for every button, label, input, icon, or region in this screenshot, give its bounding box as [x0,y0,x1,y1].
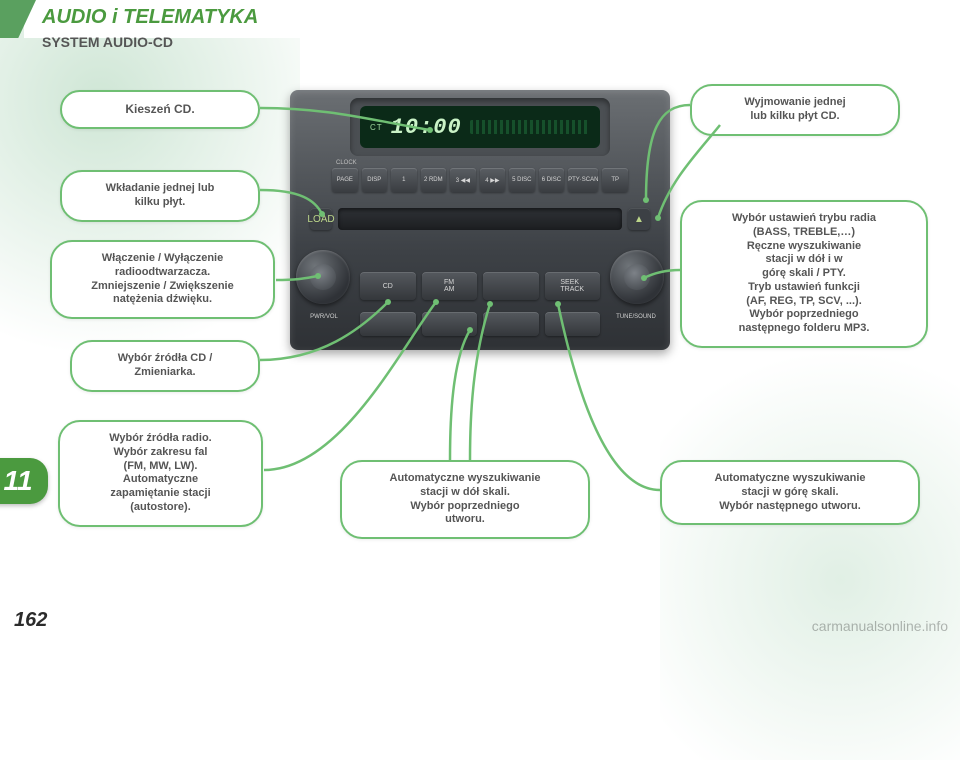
callout-eject: Wyjmowanie jednej lub kilku płyt CD. [690,84,900,136]
radio-btn3-1 [360,312,416,336]
radio-btn3-2 [422,312,478,336]
radio-clock-label: CLOCK [336,160,357,166]
callout-radio-source-c: Automatyczne zapamiętanie stacji (autost… [74,473,247,514]
title-slash-decoration [0,0,36,38]
callout-seek-down: Automatyczne wyszukiwanie stacji w dół s… [340,460,590,539]
callout-cd-slot-text: Kieszeń CD. [125,102,194,116]
radio-btn-page: PAGE [332,168,358,192]
radio-btn-pty: PTY·SCAN [568,168,598,192]
chapter-badge: 11 [0,458,48,504]
radio-knob-right [610,250,664,304]
callout-load-disc-text: Wkładanie jednej lub kilku płyt. [106,182,215,208]
radio-btn-1: 1 [391,168,417,192]
callout-load-disc: Wkładanie jednej lub kilku płyt. [60,170,260,222]
radio-time: 10:00 [391,115,462,140]
callout-seek-up-b: Wybór następnego utworu. [676,500,904,514]
callout-radio-source-a: Wybór źródła radio. [74,432,247,446]
callout-cd-slot: Kieszeń CD. [60,90,260,129]
radio-btn-2: 2 RDM [421,168,447,192]
radio-button-row-3 [360,312,600,336]
radio-cd-slot [338,208,622,230]
radio-button-row-2: CD FM AM SEEK TRACK [360,272,600,300]
callout-seek-down-a: Automatyczne wyszukiwanie stacji w dół s… [356,472,574,500]
radio-indicator: CT [370,123,383,132]
callout-volume-text: Zmniejszenie / Zwiększenie natężenia dźw… [66,280,259,308]
radio-eject-button: ▲ [628,208,650,230]
radio-display: CT 10:00 [360,106,600,148]
radio-btn3-4 [545,312,601,336]
callout-seek-up-a: Automatyczne wyszukiwanie stacji w górę … [676,472,904,500]
callout-radio-source-b: Wybór zakresu fal (FM, MW, LW). [74,446,247,474]
radio-btn-6: 6 DISC [539,168,565,192]
radio-btn-disp: DISP [362,168,388,192]
chapter-number: 11 [3,465,32,497]
callout-tune-b: Ręczne wyszukiwanie stacji w dół i w gór… [696,240,912,281]
callout-seek-up: Automatyczne wyszukiwanie stacji w górę … [660,460,920,525]
radio-knob-left [296,250,350,304]
radio-load-button: LOAD [310,208,332,230]
radio-button-row-1: PAGE DISP 1 2 RDM 3 ◀◀ 4 ▶▶ 5 DISC 6 DIS… [332,168,628,192]
callout-tune-a: Wybór ustawień trybu radia (BASS, TREBLE… [696,212,912,240]
radio-unit: CT 10:00 CLOCK PAGE DISP 1 2 RDM 3 ◀◀ 4 … [290,90,670,350]
callout-power-text: Włączenie / Wyłączenie radioodtwarzacza. [66,252,259,280]
radio-btn-seek: SEEK TRACK [545,272,601,300]
radio-btn-blank [483,272,539,300]
callout-eject-text: Wyjmowanie jednej lub kilku płyt CD. [744,96,845,122]
callout-tune-c: Tryb ustawień funkcji (AF, REG, TP, SCV,… [696,281,912,309]
radio-display-housing: CT 10:00 [350,98,610,156]
page-number: 162 [14,609,47,632]
callout-tune-sound: Wybór ustawień trybu radia (BASS, TREBLE… [680,200,928,348]
watermark: carmanualsonline.info [812,618,948,634]
radio-btn-4: 4 ▶▶ [480,168,506,192]
radio-btn-5: 5 DISC [509,168,535,192]
callout-seek-down-b: Wybór poprzedniego utworu. [356,500,574,528]
callout-cd-source: Wybór źródła CD / Zmieniarka. [70,340,260,392]
bg-decoration-2 [660,310,960,760]
radio-btn-3: 3 ◀◀ [450,168,476,192]
callout-cd-source-text: Wybór źródła CD / Zmieniarka. [118,352,213,378]
callout-tune-d: Wybór poprzedniego następnego folderu MP… [696,308,912,336]
radio-btn-tp: TP [602,168,628,192]
radio-btn3-3 [483,312,539,336]
radio-knob-left-label: PWR/VOL [294,314,354,320]
page-title: AUDIO i TELEMATYKA [42,6,258,29]
radio-knob-right-label: TUNE/SOUND [606,314,666,320]
radio-display-bars [470,120,590,134]
callout-radio-source: Wybór źródła radio. Wybór zakresu fal (F… [58,420,263,527]
radio-btn-cd: CD [360,272,416,300]
radio-btn-fmam: FM AM [422,272,478,300]
callout-power-volume: Włączenie / Wyłączenie radioodtwarzacza.… [50,240,275,319]
page-subtitle: SYSTEM AUDIO-CD [42,34,173,50]
